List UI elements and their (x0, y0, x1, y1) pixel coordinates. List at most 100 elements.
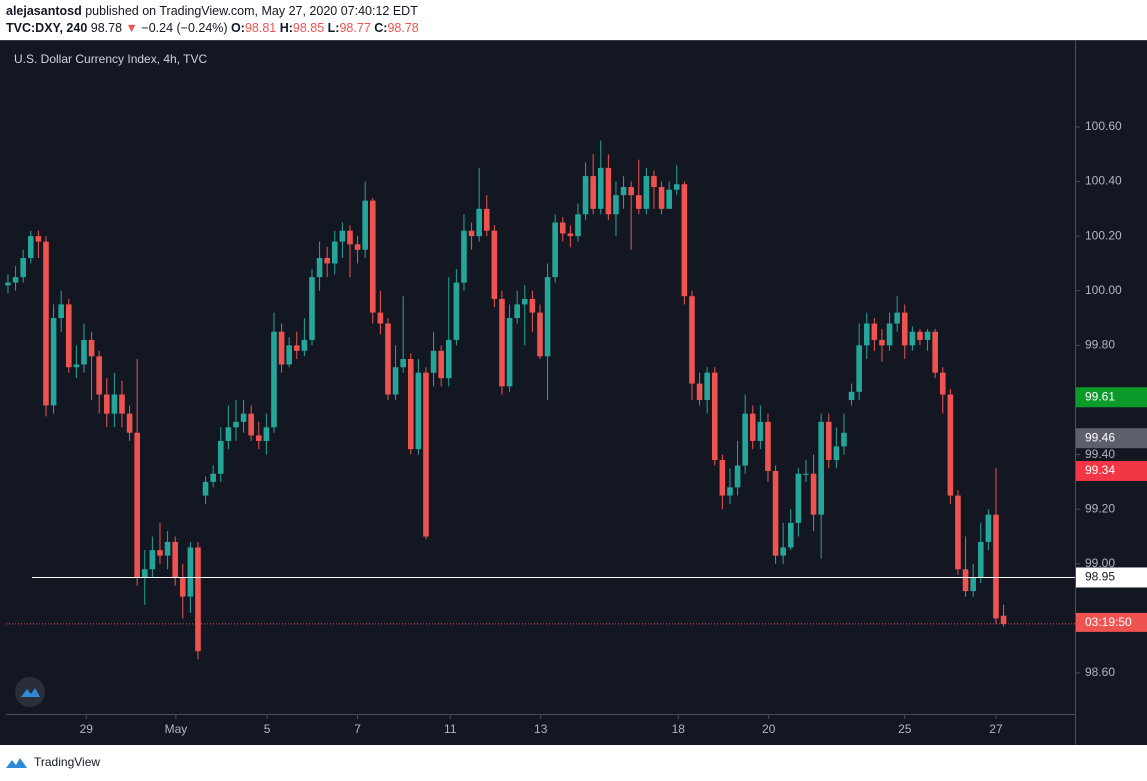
logo-badge[interactable] (15, 677, 45, 707)
candle-body (476, 208, 482, 237)
candle-body (5, 282, 11, 286)
candle-body (65, 304, 72, 368)
candle-body (423, 372, 429, 537)
x-tick-label: 27 (989, 722, 1003, 736)
candle-body (886, 323, 893, 346)
x-tick-label: 29 (80, 722, 94, 736)
candle-body (582, 176, 589, 215)
last-price: 98.78 (91, 21, 122, 35)
candle-body (134, 432, 140, 578)
candle-body (73, 364, 80, 368)
candle-body (651, 176, 657, 187)
candle-body (757, 421, 764, 441)
candle-body (787, 522, 794, 548)
countdown-label: 03:19:50 (1085, 615, 1132, 629)
candle-body (445, 339, 452, 379)
candle-body (347, 230, 353, 245)
candle-body (848, 391, 855, 400)
candle-body (719, 460, 726, 496)
logo-circle[interactable] (15, 677, 45, 707)
candle-body (354, 244, 361, 250)
candle-body (985, 514, 992, 542)
candle-body (894, 312, 900, 324)
candle-body (924, 331, 931, 340)
countdown-badge (1076, 612, 1147, 632)
y-tick-label: 100.40 (1085, 174, 1122, 188)
change: −0.24 (−0.24%) (141, 21, 227, 35)
candle-body (111, 394, 118, 414)
x-tick-label: 7 (354, 722, 361, 736)
price-badge (1076, 428, 1147, 449)
candle-body (225, 427, 232, 441)
ohlc-key: H: (280, 21, 293, 35)
candle-body (385, 323, 391, 395)
candle-body (977, 541, 984, 578)
candle-body (172, 541, 178, 578)
x-tick-label: 20 (762, 722, 776, 736)
candle-body (103, 394, 110, 414)
candle-body (537, 312, 543, 357)
candle-body (863, 323, 870, 346)
candle-body (711, 372, 718, 461)
candle-body (734, 465, 741, 488)
candle-body (613, 195, 619, 215)
price-badge-label: 99.34 (1085, 463, 1115, 477)
footer: TradingView (6, 755, 100, 769)
candle-body (993, 514, 999, 619)
candle-body (119, 394, 125, 414)
candle-body (202, 481, 209, 496)
candle-body (217, 440, 224, 474)
candle-body (331, 241, 338, 264)
candle-body (559, 222, 566, 234)
x-tick-label: 11 (444, 722, 457, 736)
footer-brand: TradingView (34, 755, 100, 769)
candle-body (35, 236, 42, 242)
published: published on TradingView.com, May 27, 20… (85, 4, 418, 18)
candle-body (491, 230, 498, 299)
candle-body (248, 413, 254, 436)
candle-body (187, 547, 194, 597)
x-tick-label: 13 (534, 722, 548, 736)
x-tick-label: 18 (672, 722, 686, 736)
candle-body (575, 214, 581, 237)
candle-body (233, 421, 239, 428)
candle-body (438, 350, 444, 379)
candle-body (955, 495, 961, 570)
candle-body (415, 372, 422, 450)
candle-body (620, 186, 627, 196)
candle-body (407, 359, 414, 450)
candle-body (20, 257, 26, 278)
candle-body (50, 318, 57, 406)
candle-body (278, 331, 285, 365)
candle-body (293, 345, 300, 351)
y-tick-label: 100.60 (1085, 119, 1122, 133)
candle-body (970, 577, 976, 592)
candle-body (263, 427, 270, 441)
candle-body (772, 470, 779, 556)
candle-body (453, 282, 460, 340)
candle-body (362, 200, 368, 250)
candle-body (879, 339, 885, 346)
price-badge (1076, 460, 1147, 481)
ohlc-value: 98.78 (387, 21, 418, 35)
candle-body (377, 312, 384, 324)
candle-body (856, 345, 862, 392)
ohlc-key: O: (231, 21, 245, 35)
candle-body (605, 167, 612, 215)
y-tick-label: 99.00 (1085, 556, 1115, 570)
y-tick-label: 100.00 (1085, 283, 1122, 297)
candle-body (301, 339, 308, 351)
candle-body (468, 230, 475, 237)
plot-area: 98.6098.8099.0099.2099.4099.6099.80100.0… (5, 119, 1147, 736)
publish-line: alejasantosd published on TradingView.co… (6, 4, 418, 18)
candle-body (149, 550, 156, 570)
candle-body (681, 184, 688, 297)
candle-body (179, 577, 186, 597)
ohlc-key: C: (374, 21, 387, 35)
candle-body (81, 339, 87, 365)
candle-body (400, 359, 406, 368)
candle-body (795, 473, 802, 523)
candle-body (803, 473, 809, 475)
candle-body (939, 372, 946, 395)
